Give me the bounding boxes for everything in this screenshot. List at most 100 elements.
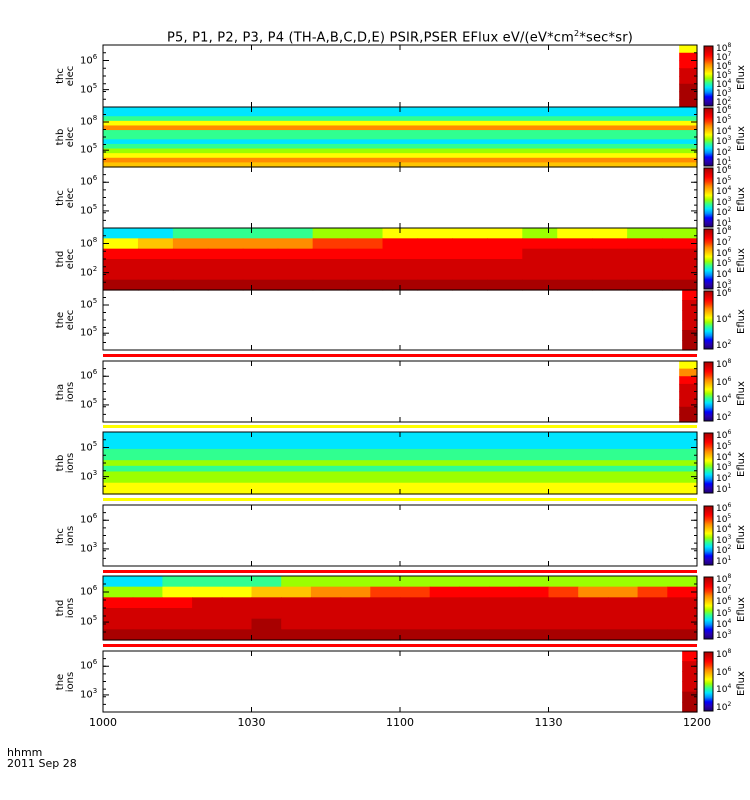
colorbar-tick-label: 104	[716, 393, 732, 406]
separator-stripe	[103, 498, 697, 501]
y-tick-label: 105	[80, 142, 98, 156]
heatmap-cell	[340, 618, 371, 630]
heatmap-cell	[452, 269, 488, 281]
time-unit-label: hhmm	[7, 746, 43, 759]
heatmap-cell	[347, 259, 384, 270]
heatmap-cell	[347, 228, 384, 239]
heatmap-cell	[382, 248, 419, 260]
heatmap-cell	[370, 629, 401, 641]
heatmap-cell	[103, 448, 698, 456]
heatmap-cell	[429, 597, 460, 609]
heatmap-cell	[103, 460, 698, 467]
heatmap-cell	[103, 597, 134, 609]
heatmap-cell	[162, 629, 193, 641]
heatmap-cell	[251, 597, 282, 609]
heatmap-cell	[137, 228, 174, 239]
colorbar-tick-label: 101	[716, 217, 732, 229]
heatmap-cell	[522, 228, 558, 239]
heatmap-cell	[103, 465, 698, 473]
heatmap-cell	[172, 248, 209, 260]
colorbar-tick-label: 104	[716, 185, 732, 198]
heatmap-cell	[207, 279, 244, 291]
colorbar-tick-label: 104	[716, 268, 732, 281]
heatmap-cell	[518, 608, 550, 620]
panel-label: thc elec	[55, 187, 76, 208]
heatmap-cell	[557, 248, 593, 260]
heatmap-cell	[489, 586, 520, 598]
heatmap-cell	[667, 618, 698, 630]
heatmap-cell	[662, 228, 698, 239]
heatmap-cell	[103, 116, 698, 122]
colorbar-tick-label: 107	[716, 584, 732, 597]
heatmap-cell	[137, 238, 174, 250]
heatmap-cell	[281, 618, 312, 630]
colorbar-title: Eflux	[736, 186, 747, 212]
heatmap-cell	[452, 279, 488, 291]
y-tick-label: 103	[80, 686, 98, 701]
heatmap-cell	[489, 608, 520, 620]
heatmap-cell	[557, 238, 593, 250]
panel-label: thd elec	[55, 248, 76, 270]
colorbar	[703, 45, 714, 107]
heatmap-cell	[627, 279, 663, 291]
panel-frame	[102, 650, 698, 713]
heatmap-cell	[103, 228, 139, 239]
colorbar-tick-label: 105	[716, 439, 732, 452]
heatmap-cell	[382, 238, 419, 250]
panel-thd-ions	[102, 575, 714, 641]
heatmap-cell	[207, 238, 244, 250]
x-tick-label: 1200	[683, 716, 711, 729]
heatmap-cell	[312, 259, 349, 270]
heatmap-cell	[578, 597, 609, 609]
heatmap-cell	[221, 576, 253, 588]
colorbar-tick-label: 106	[716, 375, 732, 388]
heatmap-cell	[592, 228, 628, 239]
heatmap-cell	[452, 259, 488, 270]
heatmap-cell	[103, 443, 698, 450]
heatmap-cell	[557, 228, 593, 239]
heatmap-cell	[578, 586, 609, 598]
colorbar-title: Eflux	[736, 524, 747, 550]
x-tick-label: 1100	[386, 716, 414, 729]
heatmap-cell	[637, 576, 668, 588]
heatmap-cell	[103, 586, 134, 598]
heatmap-cell	[192, 597, 223, 609]
heatmap-cell	[310, 629, 342, 641]
heatmap-cell	[417, 248, 454, 260]
heatmap-cell	[417, 228, 454, 239]
heatmap-cell	[277, 248, 314, 260]
heatmap-cell	[347, 248, 384, 260]
colorbar-tick-label: 106	[716, 287, 732, 299]
heatmap-cell	[207, 248, 244, 260]
panel-label: the elec	[55, 309, 76, 331]
heatmap-cell	[340, 608, 371, 620]
heatmap-cell	[679, 406, 698, 415]
colorbar-tick-label: 106	[716, 429, 732, 441]
panel-thb-ions	[102, 431, 714, 495]
y-tick-label: 105	[80, 325, 98, 339]
heatmap-cell	[103, 134, 698, 140]
heatmap-cell	[137, 279, 174, 291]
heatmap-cell	[132, 576, 163, 588]
y-tick-label: 105	[80, 81, 98, 95]
heatmap-cell	[310, 586, 342, 598]
heatmap-cell	[192, 618, 223, 630]
heatmap-cell	[103, 454, 698, 461]
heatmap-cell	[487, 279, 523, 291]
heatmap-cell	[417, 279, 454, 291]
colorbar-tick-label: 107	[716, 51, 732, 63]
heatmap-cell	[489, 629, 520, 641]
colorbar-tick-label: 108	[716, 42, 732, 54]
colorbar-tick-label: 105	[716, 512, 732, 525]
heatmap-cell	[277, 238, 314, 250]
heatmap-cell	[162, 576, 193, 588]
heatmap-cell	[429, 629, 460, 641]
panel-label: thc elec	[55, 65, 76, 87]
heatmap-cell	[400, 597, 431, 609]
heatmap-cell	[459, 608, 490, 620]
heatmap-cell	[103, 111, 698, 117]
heatmap-cell	[682, 320, 698, 331]
colorbar-tick-label: 102	[716, 96, 732, 108]
heatmap-cell	[667, 597, 698, 609]
heatmap-cell	[132, 629, 163, 641]
